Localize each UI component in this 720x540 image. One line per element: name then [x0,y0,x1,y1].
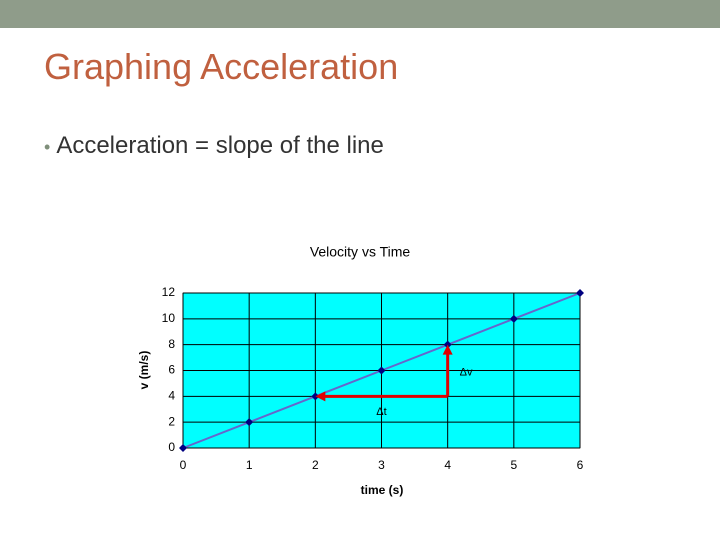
arrow-head [315,391,326,402]
x-tick-label: 1 [246,458,253,472]
x-tick-label: 6 [577,458,584,472]
chart-title: Velocity vs Time [310,244,411,260]
x-axis-label: time (s) [361,483,404,497]
y-tick-label: 0 [168,440,175,454]
data-point [576,289,584,297]
arrow-head [442,344,453,355]
y-tick-label: 8 [168,337,175,351]
x-tick-label: 5 [510,458,517,472]
annotation: Δt [376,406,386,418]
y-tick-label: 10 [162,311,176,325]
y-tick-label: 6 [168,363,175,377]
y-axis-label: v (m/s) [137,351,151,390]
x-tick-label: 4 [444,458,451,472]
slide-title: Graphing Acceleration [44,46,399,87]
y-tick-label: 2 [168,414,175,428]
data-point [509,314,518,323]
top-bar [0,0,720,28]
bullet-text: Acceleration = slope of the line [56,132,384,159]
data-point [377,366,386,375]
y-tick-label: 4 [168,389,175,403]
data-point [245,418,254,427]
y-tick-label: 12 [162,285,176,299]
bullet: • Acceleration = slope of the line [44,132,384,159]
x-tick-label: 0 [180,458,187,472]
x-tick-label: 2 [312,458,319,472]
data-point [179,444,187,452]
annotation: Δv [460,366,473,378]
x-tick-label: 3 [378,458,385,472]
